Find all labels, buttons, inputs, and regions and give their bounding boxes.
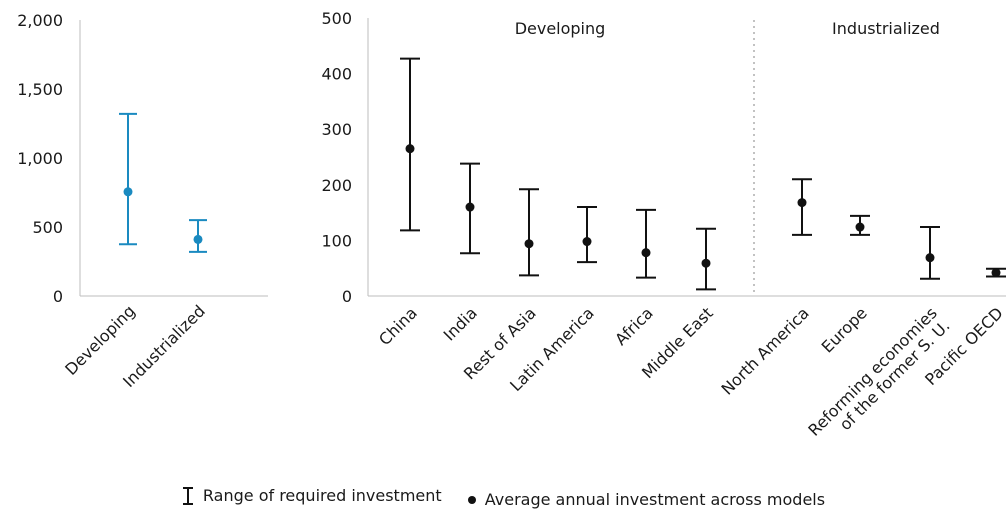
range-bar-icon	[182, 486, 193, 505]
y-tick-label: 0	[342, 287, 352, 306]
group-title-developing: Developing	[515, 19, 606, 38]
y-tick-label: 400	[321, 65, 352, 84]
regional-chart: 0 100 200 300 400 500 Developing Industrialized…	[321, 9, 1006, 440]
average-point-industrialized	[193, 234, 203, 244]
y-tick-label: 0	[53, 287, 63, 306]
x-category-label: Africa	[611, 303, 657, 349]
y-tick-label: 2,000	[17, 11, 63, 30]
average-point-pacific-oecd	[991, 268, 1001, 278]
x-category-label: Europe	[818, 303, 871, 356]
summary-chart: 05001,0001,5002,000DevelopingIndustriali…	[17, 11, 268, 391]
average-point-india	[465, 202, 475, 212]
y-tick-label: 1,000	[17, 149, 63, 168]
y-tick-label: 500	[32, 218, 63, 237]
average-point-europe	[855, 222, 865, 232]
y-tick-label: 200	[321, 176, 352, 195]
y-tick-label: 500	[321, 9, 352, 28]
average-point-reforming-economies-of-the-former-s-u	[925, 253, 935, 263]
x-category-label-line: India	[440, 303, 481, 344]
x-category-label: China	[375, 303, 421, 349]
x-category-label-line: Africa	[611, 303, 657, 349]
x-category-label: Developing	[61, 301, 139, 379]
legend-average-label: Average annual investment across models	[484, 490, 826, 509]
dot-icon	[467, 495, 476, 504]
average-point-latin-america	[582, 237, 592, 247]
y-tick-label: 100	[321, 231, 352, 250]
average-point-developing	[123, 187, 133, 197]
y-tick-label: 1,500	[17, 80, 63, 99]
x-category-label-line: China	[375, 303, 421, 349]
legend-item-average: Average annual investment across models	[467, 490, 825, 509]
legend: Range of required investment Average ann…	[0, 486, 1006, 509]
y-tick-label: 300	[321, 120, 352, 139]
average-point-north-america	[797, 198, 807, 208]
x-category-label-line: Europe	[818, 303, 871, 356]
average-point-middle-east	[701, 258, 711, 268]
legend-range-label: Range of required investment	[202, 486, 442, 505]
legend-item-range: Range of required investment	[181, 486, 442, 505]
average-point-china	[405, 144, 415, 154]
chart-canvas: 0 500 1,000 1,500 2,000 Developing Industriali…	[17, 9, 1006, 440]
x-category-label: India	[440, 303, 481, 344]
average-point-rest-of-asia	[524, 239, 534, 249]
x-category-label-line: Reforming economies	[804, 303, 940, 439]
x-category-label-line: North America	[717, 303, 812, 398]
average-point-africa	[641, 248, 651, 258]
group-title-industrialized: Industrialized	[832, 19, 940, 38]
x-category-label: North America	[717, 303, 812, 398]
